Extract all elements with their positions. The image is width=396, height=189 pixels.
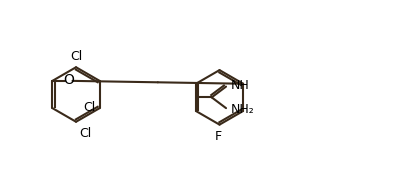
Text: O: O <box>63 73 74 87</box>
Text: F: F <box>215 130 222 143</box>
Text: Cl: Cl <box>70 50 83 63</box>
Text: NH: NH <box>230 79 249 92</box>
Text: NH₂: NH₂ <box>230 103 254 116</box>
Text: Cl: Cl <box>80 127 92 140</box>
Text: Cl: Cl <box>83 101 95 114</box>
